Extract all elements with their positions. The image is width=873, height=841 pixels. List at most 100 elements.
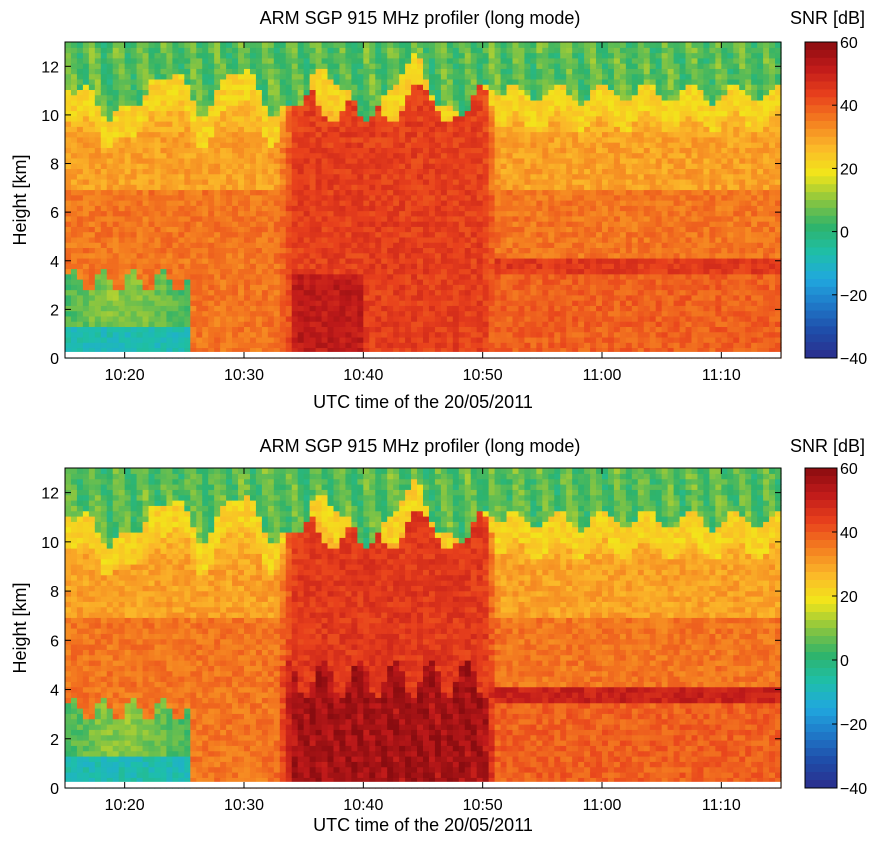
heatmap-cell xyxy=(309,268,317,275)
heatmap-cell xyxy=(100,231,108,238)
heatmap-cell xyxy=(315,247,323,254)
heatmap-cell xyxy=(112,63,120,69)
heatmap-cell xyxy=(160,168,168,175)
heatmap-cell xyxy=(554,194,561,201)
heatmap-cell xyxy=(261,342,269,349)
heatmap-cell xyxy=(88,279,96,285)
heatmap-cell xyxy=(554,242,561,248)
heatmap-cell xyxy=(249,147,257,154)
heatmap-cell xyxy=(506,189,514,196)
heatmap-cell xyxy=(303,131,311,138)
heatmap-cell xyxy=(470,321,478,327)
heatmap-cell xyxy=(154,189,162,196)
heatmap-cell xyxy=(542,268,549,275)
heatmap-cell xyxy=(166,268,173,275)
heatmap-cell xyxy=(291,315,299,322)
heatmap-cell xyxy=(381,326,388,333)
heatmap-cell xyxy=(285,326,293,333)
heatmap-cell xyxy=(82,115,90,122)
heatmap-cell xyxy=(226,89,233,96)
heatmap-cell xyxy=(70,63,78,69)
heatmap-cell xyxy=(399,242,406,248)
heatmap-cell xyxy=(417,273,424,280)
heatmap-cell xyxy=(333,210,341,217)
heatmap-cell xyxy=(428,205,436,212)
heatmap-cell xyxy=(94,221,102,227)
heatmap-cell xyxy=(309,342,317,349)
heatmap-cell xyxy=(339,168,347,175)
heatmap-cell xyxy=(518,152,526,159)
heatmap-cell xyxy=(279,221,287,227)
heatmap-cell xyxy=(470,152,478,159)
heatmap-cell xyxy=(393,200,400,206)
heatmap-cell xyxy=(351,210,358,217)
heatmap-cell xyxy=(440,273,448,280)
heatmap-cell xyxy=(452,257,460,264)
heatmap-cell xyxy=(363,242,370,248)
heatmap-cell xyxy=(440,289,448,296)
heatmap-cell xyxy=(345,105,352,112)
heatmap-cell xyxy=(130,347,138,354)
heatmap-cell xyxy=(297,173,305,180)
heatmap-cell xyxy=(363,163,370,169)
heatmap-cell xyxy=(339,163,347,169)
heatmap-cell xyxy=(357,57,364,64)
heatmap-cell xyxy=(393,194,400,201)
heatmap-cell xyxy=(345,189,352,196)
heatmap-cell xyxy=(226,242,233,248)
heatmap-cell xyxy=(220,257,227,264)
heatmap-cell xyxy=(279,163,287,169)
heatmap-cell xyxy=(399,84,406,90)
heatmap-cell xyxy=(375,131,382,138)
heatmap-cell xyxy=(238,78,245,85)
heatmap-cell xyxy=(184,263,191,270)
heatmap-cell xyxy=(136,78,144,85)
heatmap-cell xyxy=(94,68,102,75)
heatmap-cell xyxy=(70,42,78,48)
heatmap-cell xyxy=(506,152,514,159)
heatmap-cell xyxy=(65,194,72,201)
heatmap-cell xyxy=(530,147,537,154)
heatmap-cell xyxy=(315,326,323,333)
heatmap-cell xyxy=(524,257,531,264)
heatmap-cell xyxy=(214,115,221,122)
heatmap-cell xyxy=(190,210,197,217)
heatmap-cell xyxy=(88,205,96,212)
heatmap-cell xyxy=(130,221,138,227)
heatmap-cell xyxy=(76,252,84,259)
heatmap-cell xyxy=(452,73,460,80)
heatmap-cell xyxy=(124,57,132,64)
heatmap-cell xyxy=(273,347,281,354)
heatmap-cell xyxy=(464,273,472,280)
heatmap-cell xyxy=(214,321,221,327)
heatmap-cell xyxy=(440,168,448,175)
heatmap-cell xyxy=(82,47,90,54)
heatmap-cell xyxy=(512,331,520,338)
heatmap-cell xyxy=(184,326,191,333)
heatmap-cell xyxy=(369,142,376,148)
heatmap-cell xyxy=(202,194,209,201)
heatmap-cell xyxy=(112,157,120,164)
heatmap-cell xyxy=(470,300,478,306)
heatmap-cell xyxy=(76,268,84,275)
heatmap-cell xyxy=(440,200,448,206)
heatmap-cell xyxy=(285,300,293,306)
heatmap-cell xyxy=(112,142,120,148)
heatmap-cell xyxy=(440,205,448,212)
heatmap-cell xyxy=(112,231,120,238)
heatmap-cell xyxy=(399,342,406,349)
heatmap-cell xyxy=(470,184,478,191)
heatmap-cell xyxy=(393,110,400,117)
heatmap-cell xyxy=(76,194,84,201)
heatmap-cell xyxy=(154,252,162,259)
heatmap-cell xyxy=(393,300,400,306)
heatmap-cell xyxy=(482,273,490,280)
heatmap-cell xyxy=(172,310,179,317)
heatmap-cell xyxy=(130,242,138,248)
heatmap-cell xyxy=(482,263,490,270)
heatmap-cell xyxy=(548,105,555,112)
heatmap-cell xyxy=(428,115,436,122)
heatmap-cell xyxy=(375,210,382,217)
heatmap-cell xyxy=(166,347,173,354)
heatmap-cell xyxy=(339,94,347,101)
